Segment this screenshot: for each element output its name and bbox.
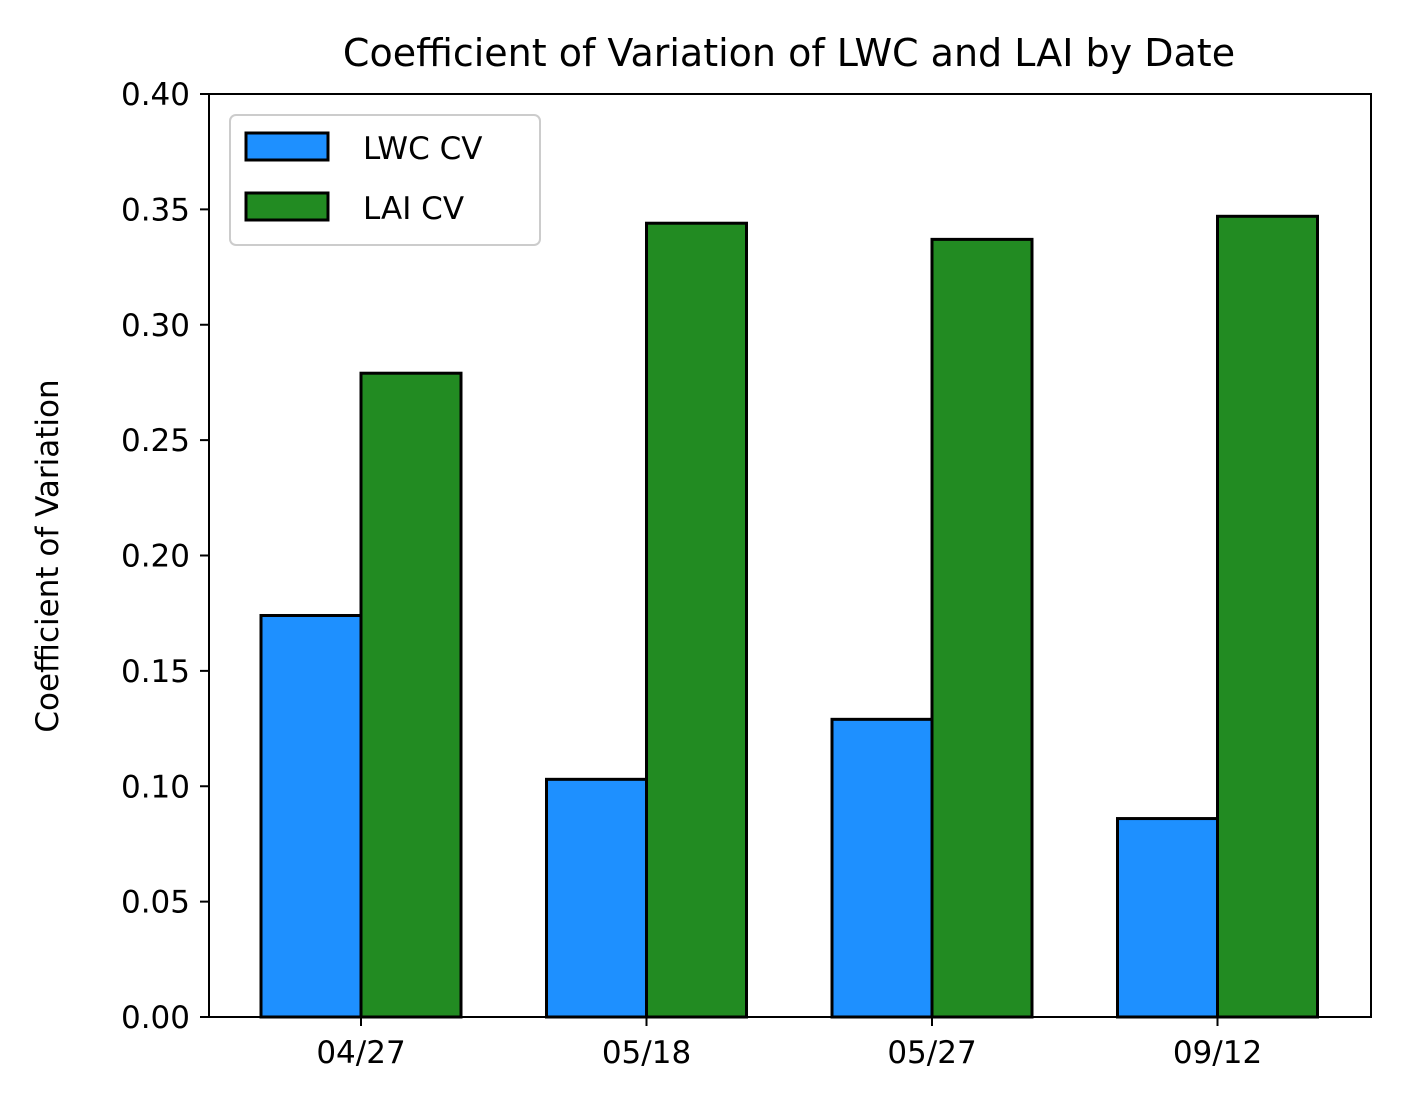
y-tick-label: 0.35 bbox=[121, 192, 190, 228]
legend-label-lwc-cv: LWC CV bbox=[363, 131, 482, 167]
y-tick-label: 0.30 bbox=[121, 308, 190, 344]
y-tick-label: 0.15 bbox=[121, 654, 190, 690]
bar-lai-cv-05-27 bbox=[930, 237, 1034, 1019]
axes-group: 04/27 05/18 05/27 09/12 0.00 0.05 0.10 0.15 0.20… bbox=[121, 77, 1372, 1071]
legend-swatch-lwc-cv bbox=[244, 131, 330, 162]
x-tick-label: 09/12 bbox=[1173, 1035, 1262, 1071]
x-tick-label: 05/27 bbox=[887, 1035, 976, 1071]
bar-lwc-cv-09-12 bbox=[1116, 817, 1219, 1019]
y-tick-label: 0.10 bbox=[121, 769, 190, 805]
y-tick-label: 0.05 bbox=[121, 885, 190, 921]
y-tick-label: 0.40 bbox=[121, 77, 190, 113]
bar-lai-cv-09-12 bbox=[1216, 214, 1319, 1019]
y-tick-label: 0.20 bbox=[121, 539, 190, 575]
bar-lwc-cv-05-27 bbox=[830, 717, 934, 1019]
plot-frame bbox=[208, 93, 1372, 1018]
y-tick-label: 0.00 bbox=[121, 1000, 190, 1036]
legend-swatch-lai-cv bbox=[244, 191, 330, 222]
bars-group bbox=[259, 214, 1319, 1019]
x-tick-label: 04/27 bbox=[316, 1035, 405, 1071]
bar-lwc-cv-04-27 bbox=[259, 613, 363, 1019]
y-axis-label: Coefficient of Variation bbox=[30, 379, 66, 732]
legend-label-lai-cv: LAI CV bbox=[363, 191, 464, 227]
bar-lai-cv-05-18 bbox=[645, 221, 748, 1019]
bar-lwc-cv-05-18 bbox=[545, 777, 648, 1019]
y-tick-label: 0.25 bbox=[121, 423, 190, 459]
legend: LWC CV LAI CV bbox=[229, 114, 541, 246]
x-tick-label: 05/18 bbox=[602, 1035, 691, 1071]
chart-title: Coefficient of Variation of LWC and LAI … bbox=[343, 31, 1235, 75]
bar-lai-cv-04-27 bbox=[359, 371, 463, 1019]
